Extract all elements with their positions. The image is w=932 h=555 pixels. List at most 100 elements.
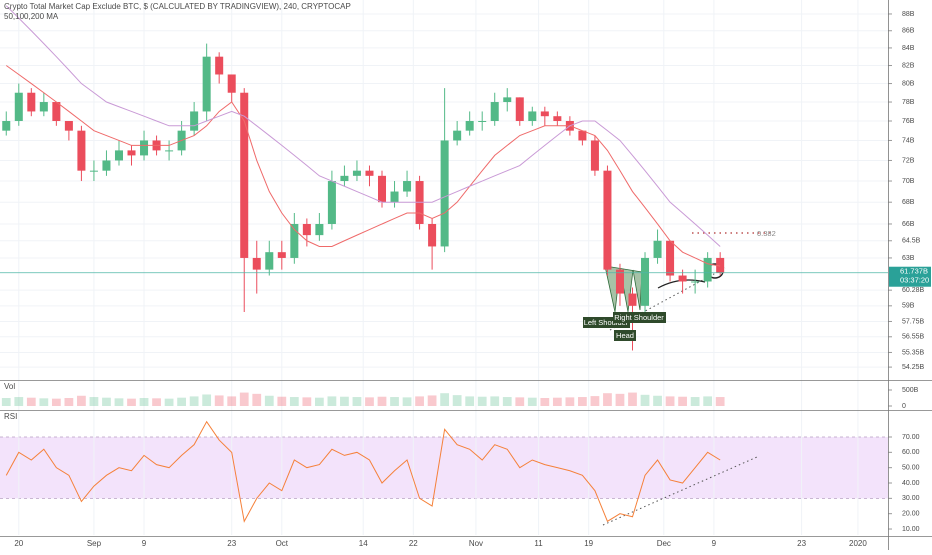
- x-tick-label: 22: [409, 539, 418, 548]
- y-tick-label: 50.00: [902, 465, 920, 472]
- candle-body: [390, 191, 399, 203]
- volume-bar: [177, 397, 186, 406]
- candle-body: [64, 120, 73, 131]
- candle-body: [490, 102, 499, 121]
- candle-body: [641, 257, 650, 306]
- volume-bar: [690, 397, 700, 406]
- volume-bar: [465, 396, 475, 406]
- volume-bar: [64, 398, 74, 406]
- volume-bar: [164, 398, 174, 406]
- candle-body: [165, 150, 174, 152]
- volume-bar: [340, 396, 349, 406]
- candle-body: [290, 223, 299, 258]
- x-tick-label: Oct: [276, 539, 289, 548]
- chart-subtitle: 50,100,200 MA: [4, 12, 59, 21]
- candle-body: [403, 181, 412, 192]
- moving-average: [5, 65, 721, 267]
- candle-body: [478, 120, 487, 122]
- candle-body: [340, 175, 349, 182]
- candle-body: [691, 281, 700, 283]
- volume-bar: [102, 397, 111, 406]
- candle-body: [327, 181, 336, 224]
- y-tick-label: 66B: [902, 221, 915, 228]
- y-tick-label: 84B: [902, 45, 915, 52]
- volume-bar: [552, 397, 562, 406]
- countdown: 03:37:20: [900, 276, 929, 285]
- volume-bar: [703, 396, 713, 406]
- y-tick-label: 59B: [902, 303, 915, 310]
- candle-body: [453, 130, 462, 141]
- volume-bar: [390, 397, 399, 406]
- rsi-line: [5, 420, 721, 523]
- candle-body: [277, 252, 286, 258]
- volume-bar: [665, 396, 675, 406]
- pane-label: Vol: [4, 382, 15, 391]
- candle-body: [77, 130, 86, 171]
- candle-body: [428, 223, 437, 247]
- volume-bar: [628, 392, 637, 406]
- y-tick-label: 30.00: [902, 495, 920, 502]
- y-tick-label: 60.28B: [902, 287, 925, 294]
- x-tick-label: 20: [14, 539, 23, 548]
- candle-body: [215, 56, 224, 75]
- candle-body: [240, 92, 249, 258]
- candle-body: [703, 257, 712, 282]
- price-label: 61.737B: [900, 267, 928, 276]
- candle-body: [27, 92, 36, 112]
- y-tick-label: 74B: [902, 137, 915, 144]
- candle-body: [540, 111, 549, 117]
- candle-body: [190, 111, 199, 131]
- volume-bar: [127, 398, 136, 406]
- volume-bar: [1, 398, 11, 406]
- y-tick-label: 60.00: [902, 449, 920, 456]
- x-tick-label: 2020: [849, 539, 867, 548]
- volume-bar: [302, 397, 312, 406]
- volume-bar: [402, 397, 412, 406]
- y-tick-label: 72B: [902, 157, 915, 164]
- volume-bar: [452, 395, 462, 406]
- volume-bar: [653, 395, 662, 406]
- x-tick-label: 14: [359, 539, 368, 548]
- y-tick-label: 78B: [902, 99, 915, 106]
- y-tick-label: 82B: [902, 62, 915, 69]
- volume-bar: [51, 398, 61, 406]
- candle-body: [39, 102, 48, 112]
- moving-average: [5, 5, 721, 247]
- volume-bar: [640, 394, 650, 406]
- x-tick-label: 23: [227, 539, 236, 548]
- candle-body: [315, 223, 324, 236]
- candle-body: [352, 170, 361, 176]
- candle-body: [515, 97, 524, 121]
- volume-bar: [14, 397, 24, 406]
- volume-bar: [26, 397, 36, 406]
- volume-bar: [202, 394, 212, 406]
- volume-bar: [502, 397, 512, 406]
- y-tick-label: 0: [902, 403, 906, 410]
- volume-bar: [314, 397, 324, 406]
- x-tick-label: Nov: [469, 539, 483, 548]
- volume-bar: [77, 395, 86, 406]
- x-tick-label: 9: [712, 539, 717, 548]
- volume-bar: [678, 396, 687, 406]
- candle-body: [89, 170, 98, 172]
- candle-body: [465, 120, 474, 131]
- x-tick-label: Sep: [87, 539, 102, 548]
- volume-bar: [527, 397, 537, 406]
- candle-body: [615, 269, 624, 294]
- volume-bar: [289, 397, 299, 406]
- candle-body: [2, 120, 11, 131]
- volume-bar: [515, 397, 525, 406]
- y-tick-label: 76B: [902, 118, 915, 125]
- y-tick-label: 10.00: [902, 526, 920, 533]
- candle-body: [503, 97, 512, 103]
- candle-body: [528, 111, 537, 121]
- annotation: 0.382: [757, 229, 776, 238]
- candle-body: [102, 160, 111, 171]
- volume-bar: [540, 398, 550, 406]
- candle-body: [716, 257, 725, 273]
- y-tick-label: 56.55B: [902, 334, 925, 341]
- volume-bar: [327, 396, 337, 406]
- label-box: [613, 312, 666, 323]
